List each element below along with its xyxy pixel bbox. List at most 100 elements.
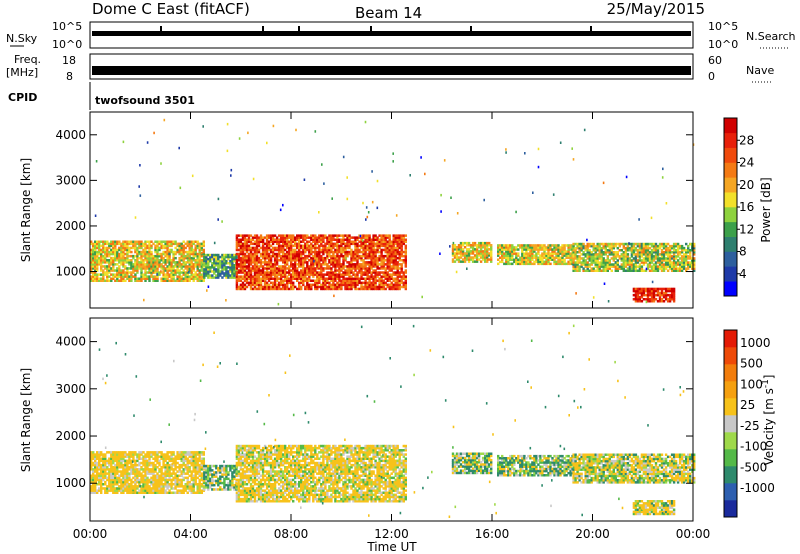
data-cell (104, 480, 107, 484)
data-cell (126, 461, 129, 465)
data-cell (92, 279, 95, 282)
data-cell (136, 457, 139, 460)
data-cell (334, 250, 337, 254)
data-cell (213, 272, 216, 275)
data-cell (261, 285, 265, 289)
data-cell (316, 275, 319, 278)
data-cell (350, 254, 353, 258)
data-cell (126, 250, 129, 254)
data-cell (286, 281, 289, 285)
data-cell (662, 255, 666, 258)
data-cell (624, 257, 628, 260)
data-cell (277, 244, 281, 248)
data-cell (158, 259, 161, 262)
data-cell (332, 250, 335, 254)
data-cell (630, 263, 634, 266)
data-cell (128, 254, 131, 258)
data-cell (263, 254, 267, 258)
data-cell (660, 289, 664, 293)
data-cell (225, 259, 228, 263)
data-cell (459, 252, 463, 255)
data-cell (140, 489, 143, 492)
data-cell (98, 457, 101, 460)
data-cell (557, 260, 560, 264)
data-cell (602, 251, 605, 254)
data-cell (658, 259, 662, 262)
data-cell (237, 287, 241, 291)
data-cell (630, 267, 634, 270)
data-cell (263, 283, 267, 287)
data-cell (374, 236, 377, 239)
data-cell (292, 265, 295, 268)
data-cell (342, 236, 345, 239)
data-cell (475, 250, 479, 253)
data-cell (298, 242, 301, 246)
data-cell (340, 269, 343, 272)
data-cell (304, 236, 307, 239)
data-cell (98, 240, 101, 243)
data-cell (318, 238, 321, 241)
data-cell (114, 246, 117, 250)
data-cell (271, 281, 275, 285)
data-cell (678, 261, 682, 264)
data-cell (324, 250, 327, 254)
data-cell (473, 254, 477, 257)
nsky-spike (590, 26, 592, 34)
data-cell (477, 254, 481, 257)
data-cell (354, 285, 357, 289)
data-cell (420, 156, 422, 159)
data-cell (106, 242, 109, 246)
data-cell (660, 253, 664, 256)
data-cell (457, 260, 461, 263)
data-cell (196, 279, 199, 282)
data-cell (286, 246, 289, 250)
data-cell (332, 244, 335, 248)
data-cell (275, 263, 279, 266)
data-cell (370, 277, 373, 280)
data-cell (136, 263, 139, 266)
data-cell (449, 245, 451, 248)
data-cell (503, 254, 506, 257)
data-cell (380, 238, 383, 241)
data-cell (340, 244, 343, 248)
data-cell (142, 273, 145, 276)
data-cell (284, 254, 287, 258)
data-cell (338, 234, 341, 237)
data-cell (440, 210, 442, 213)
data-cell (378, 238, 381, 241)
data-cell (142, 470, 145, 473)
data-cell (249, 246, 253, 250)
data-cell (116, 273, 119, 276)
data-cell (247, 261, 251, 264)
data-cell (126, 271, 129, 274)
data-cell (328, 277, 331, 280)
data-cell (182, 259, 185, 262)
data-cell (624, 253, 628, 256)
data-cell (348, 238, 351, 241)
data-cell (497, 244, 500, 247)
data-cell (168, 263, 171, 266)
data-cell (179, 186, 182, 190)
data-cell (124, 480, 127, 484)
data-cell (642, 259, 646, 262)
data-cell (346, 234, 349, 237)
data-cell (481, 254, 485, 257)
data-cell (380, 275, 383, 278)
data-cell (288, 265, 291, 268)
data-cell (116, 252, 119, 256)
data-cell (693, 253, 696, 256)
data-cell (116, 461, 119, 465)
data-cell (269, 267, 273, 270)
data-cell (245, 279, 249, 282)
data-cell (509, 258, 512, 261)
data-cell (549, 256, 552, 259)
data-cell (378, 263, 381, 266)
data-cell (217, 274, 220, 277)
data-cell (376, 250, 379, 254)
data-cell (112, 474, 115, 477)
data-cell (322, 248, 325, 252)
data-cell (364, 254, 367, 258)
data-cell (350, 285, 353, 289)
data-cell (402, 285, 405, 289)
data-cell (259, 263, 263, 266)
